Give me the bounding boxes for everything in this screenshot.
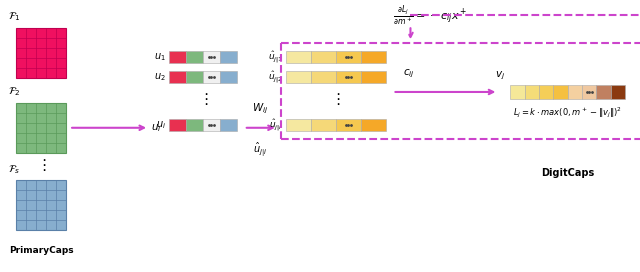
Text: $\hat{u}_{j|1}$: $\hat{u}_{j|1}$ [268, 49, 283, 65]
Bar [203, 51, 220, 63]
Text: $\hat{u}_{j|i}$: $\hat{u}_{j|i}$ [269, 117, 283, 133]
Bar [510, 85, 525, 99]
Bar [16, 28, 66, 78]
Bar [611, 85, 625, 99]
Bar [203, 71, 220, 83]
Bar [310, 71, 335, 83]
Text: $\vdots$: $\vdots$ [330, 91, 341, 107]
Bar [203, 119, 220, 131]
Bar [568, 85, 582, 99]
Text: $\mathcal{F}_2$: $\mathcal{F}_2$ [8, 85, 20, 98]
Bar [16, 181, 66, 230]
Bar [360, 51, 385, 63]
Bar [169, 71, 186, 83]
Bar [335, 51, 360, 63]
Bar [310, 51, 335, 63]
Bar [186, 51, 203, 63]
Text: $\vdots$: $\vdots$ [198, 91, 208, 107]
Bar [596, 85, 611, 99]
Text: $W_{ij}$: $W_{ij}$ [252, 101, 268, 116]
Bar [169, 51, 186, 63]
Text: $u_i$: $u_i$ [156, 119, 166, 131]
Bar [285, 119, 310, 131]
Bar [582, 85, 596, 99]
Bar [220, 71, 237, 83]
Text: $\hat{u}_{j|2}$: $\hat{u}_{j|2}$ [268, 69, 283, 85]
Bar [220, 119, 237, 131]
Bar [169, 119, 186, 131]
Bar [525, 85, 539, 99]
Text: $c_{ij}$: $c_{ij}$ [403, 68, 414, 80]
Text: $u_2$: $u_2$ [154, 71, 166, 83]
Text: $\frac{\partial L_j}{\partial m^+} = -c_{ij}x^+$: $\frac{\partial L_j}{\partial m^+} = -c_… [393, 3, 468, 28]
Text: $\vdots$: $\vdots$ [36, 157, 47, 172]
Bar [539, 85, 554, 99]
Text: $L_j = k \cdot max(0, m^+ - \| v_j \|)^2$: $L_j = k \cdot max(0, m^+ - \| v_j \|)^2… [513, 106, 622, 120]
Bar [335, 71, 360, 83]
Bar [360, 119, 385, 131]
Text: $u_1$: $u_1$ [154, 51, 166, 63]
Text: $\mathcal{F}_s$: $\mathcal{F}_s$ [8, 163, 20, 175]
Bar [220, 51, 237, 63]
Bar [186, 119, 203, 131]
Bar [554, 85, 568, 99]
Text: $u_i$: $u_i$ [151, 122, 161, 134]
Bar [360, 71, 385, 83]
Bar [310, 119, 335, 131]
Text: DigitCaps: DigitCaps [541, 168, 595, 178]
Bar [335, 119, 360, 131]
Bar [186, 71, 203, 83]
Text: $\mathcal{F}_1$: $\mathcal{F}_1$ [8, 11, 20, 23]
Bar [16, 103, 66, 153]
Text: PrimaryCaps: PrimaryCaps [9, 246, 74, 255]
Text: $v_j$: $v_j$ [495, 70, 506, 82]
Bar [285, 51, 310, 63]
Bar [285, 71, 310, 83]
Text: $\hat{u}_{j|i}$: $\hat{u}_{j|i}$ [253, 140, 267, 158]
